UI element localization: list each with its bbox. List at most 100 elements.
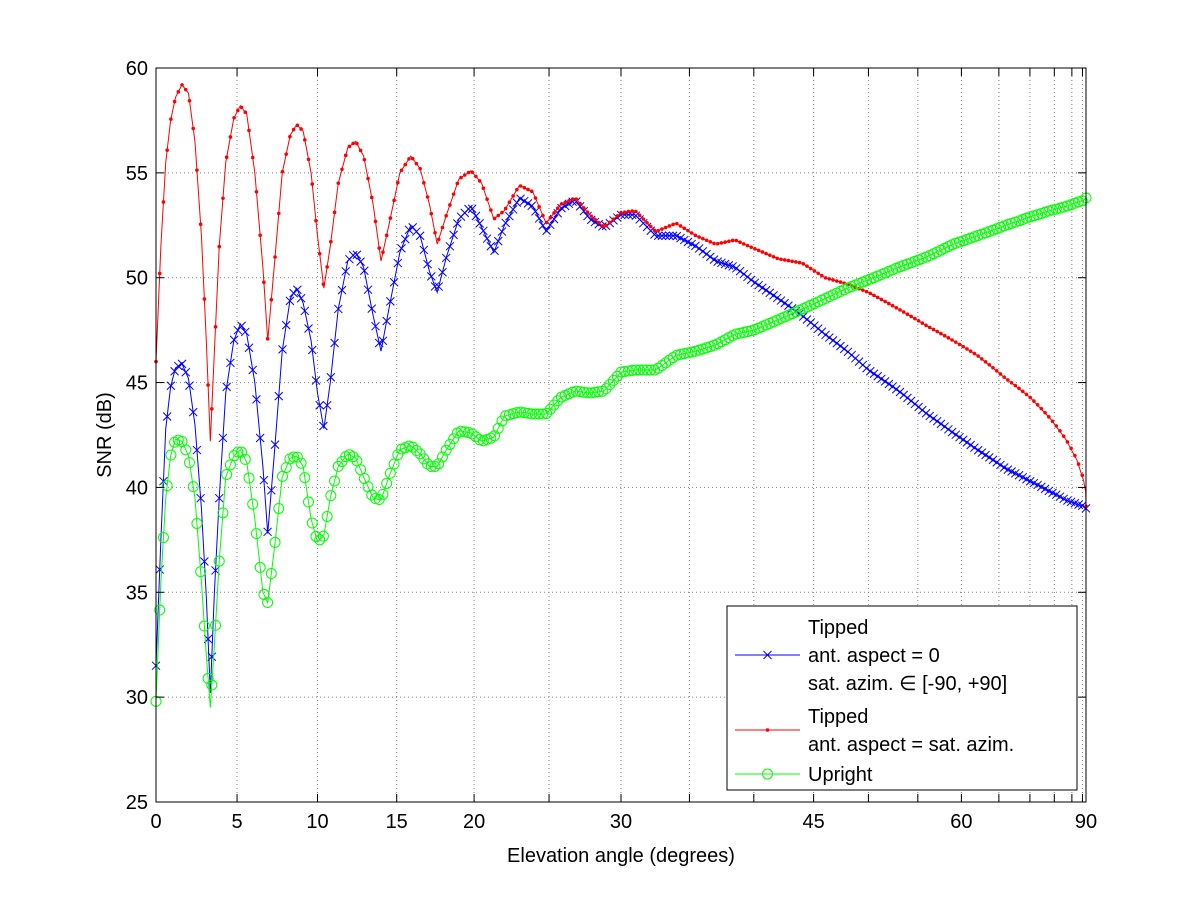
data-point-marker bbox=[645, 220, 649, 225]
data-point-marker bbox=[879, 297, 884, 302]
data-point-marker bbox=[942, 333, 947, 338]
data-point-marker bbox=[992, 458, 1002, 467]
data-point-marker bbox=[295, 457, 307, 469]
data-point-marker bbox=[734, 327, 746, 339]
data-point-marker bbox=[377, 246, 382, 250]
data-point-marker bbox=[330, 338, 339, 348]
data-point-marker bbox=[731, 263, 741, 273]
data-point-marker bbox=[622, 365, 634, 377]
data-point-marker bbox=[210, 619, 222, 631]
data-point-marker bbox=[585, 210, 590, 215]
data-point-marker bbox=[381, 250, 385, 254]
data-point-marker bbox=[255, 433, 265, 443]
data-point-marker bbox=[430, 282, 440, 291]
grid bbox=[156, 68, 1086, 802]
data-point-marker bbox=[828, 336, 838, 345]
data-point-marker bbox=[984, 453, 994, 462]
data-point-marker bbox=[191, 126, 195, 131]
data-point-marker bbox=[527, 201, 537, 211]
data-point-marker bbox=[438, 267, 447, 277]
data-point-marker bbox=[1039, 406, 1044, 411]
data-point-marker bbox=[332, 210, 337, 215]
data-point-marker bbox=[254, 189, 259, 194]
data-point-marker bbox=[474, 174, 478, 179]
data-point-marker bbox=[310, 182, 315, 186]
data-point-marker bbox=[1043, 410, 1047, 415]
y-tick-label: 55 bbox=[126, 163, 148, 185]
data-point-marker bbox=[875, 295, 880, 300]
data-point-marker bbox=[315, 400, 325, 410]
data-point-marker bbox=[343, 153, 348, 158]
y-tick-label: 35 bbox=[126, 582, 148, 604]
data-point-marker bbox=[916, 319, 921, 323]
data-point-marker bbox=[955, 432, 964, 442]
data-point-marker bbox=[932, 416, 942, 426]
data-point-marker bbox=[1002, 375, 1006, 379]
data-point-marker bbox=[600, 383, 612, 395]
data-point-marker bbox=[950, 338, 954, 342]
data-point-marker bbox=[492, 216, 497, 221]
data-point-marker bbox=[533, 408, 545, 420]
legend-label: ant. aspect = sat. azim. bbox=[808, 734, 1014, 756]
data-point-marker bbox=[155, 565, 165, 574]
data-point-marker bbox=[436, 451, 448, 463]
data-point-marker bbox=[765, 728, 770, 732]
data-point-marker bbox=[1076, 195, 1088, 207]
data-point-marker bbox=[515, 187, 519, 192]
data-point-marker bbox=[981, 450, 990, 460]
data-point-marker bbox=[745, 243, 750, 248]
data-point-marker bbox=[397, 244, 406, 253]
data-point-marker bbox=[336, 181, 341, 185]
data-point-marker bbox=[250, 155, 255, 160]
data-point-marker bbox=[824, 333, 834, 342]
data-point-marker bbox=[237, 321, 246, 331]
data-point-marker bbox=[198, 222, 203, 227]
data-point-marker bbox=[176, 90, 181, 94]
data-point-marker bbox=[269, 297, 274, 302]
data-point-marker bbox=[449, 230, 458, 240]
data-point-marker bbox=[924, 323, 928, 328]
data-point-marker bbox=[665, 231, 674, 241]
data-point-marker bbox=[317, 530, 329, 542]
data-point-marker bbox=[905, 312, 910, 317]
data-point-marker bbox=[637, 364, 649, 376]
data-point-marker bbox=[836, 341, 845, 351]
x-tick-label: 90 bbox=[1075, 811, 1097, 833]
data-point-marker bbox=[373, 219, 378, 224]
data-point-marker bbox=[161, 480, 173, 492]
data-point-marker bbox=[957, 342, 962, 347]
data-point-marker bbox=[983, 360, 988, 364]
data-point-marker bbox=[738, 240, 742, 245]
data-point-marker bbox=[217, 244, 222, 249]
data-point-marker bbox=[157, 271, 162, 276]
data-point-marker bbox=[754, 280, 763, 290]
data-point-marker bbox=[351, 141, 355, 146]
data-point-marker bbox=[596, 385, 608, 397]
data-point-marker bbox=[622, 210, 627, 214]
data-point-marker bbox=[869, 369, 879, 379]
data-point-marker bbox=[377, 488, 389, 500]
data-point-marker bbox=[210, 407, 214, 411]
data-point-marker bbox=[392, 198, 396, 203]
data-point-marker bbox=[434, 282, 444, 291]
data-point-marker bbox=[653, 231, 663, 241]
data-point-marker bbox=[555, 206, 560, 210]
data-point-marker bbox=[864, 289, 869, 294]
data-point-marker bbox=[705, 252, 715, 262]
data-point-marker bbox=[991, 365, 995, 370]
data-point-marker bbox=[229, 335, 239, 345]
data-point-marker bbox=[404, 225, 414, 235]
data-point-marker bbox=[656, 228, 660, 233]
data-point-marker bbox=[741, 242, 746, 246]
data-point-marker bbox=[359, 266, 369, 276]
data-point-marker bbox=[247, 498, 259, 510]
data-point-marker bbox=[663, 225, 668, 230]
data-point-marker bbox=[675, 348, 687, 360]
data-point-marker bbox=[228, 450, 240, 462]
data-point-marker bbox=[166, 381, 176, 391]
data-point-marker bbox=[266, 485, 276, 495]
x-tick-label: 10 bbox=[306, 811, 328, 833]
data-point-marker bbox=[389, 277, 399, 287]
data-point-marker bbox=[393, 258, 403, 268]
data-point-marker bbox=[895, 387, 905, 397]
